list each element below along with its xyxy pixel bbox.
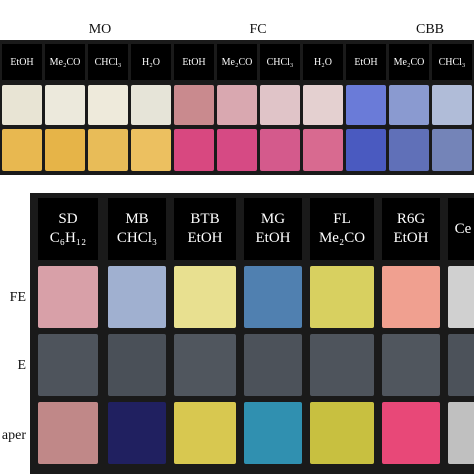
header-line: MB xyxy=(125,211,149,227)
column-header: CHCl₃ xyxy=(432,44,472,80)
swatch xyxy=(244,402,302,464)
swatch xyxy=(45,129,85,171)
column-header: Ce xyxy=(448,198,474,260)
swatch xyxy=(174,402,236,464)
column-header: Me₂CO xyxy=(389,44,429,80)
column-header: MG EtOH xyxy=(244,198,302,260)
column-header: Me₂CO xyxy=(45,44,85,80)
header-line: EtOH xyxy=(187,230,223,246)
swatch xyxy=(346,85,386,125)
swatch xyxy=(174,85,214,125)
swatch xyxy=(88,85,128,125)
group-label: MO xyxy=(88,22,112,37)
header-line: R6G xyxy=(396,211,426,227)
swatch xyxy=(260,129,300,171)
group-label: FC xyxy=(249,22,267,37)
group-label: CBB xyxy=(415,22,444,37)
column-header: BTB EtOH xyxy=(174,198,236,260)
header-line: SD xyxy=(58,211,78,227)
column-header: H₂O xyxy=(131,44,171,80)
swatch xyxy=(260,85,300,125)
column-header: FL Me₂CO xyxy=(310,198,374,260)
header-line: MG xyxy=(260,211,286,227)
swatch xyxy=(432,85,472,125)
swatch xyxy=(174,129,214,171)
header-line: EtOH xyxy=(255,230,291,246)
swatch xyxy=(108,266,166,328)
column-header: MB CHCl₃ xyxy=(108,198,166,260)
column-header: EtOH xyxy=(2,44,42,80)
swatch xyxy=(382,266,440,328)
swatch xyxy=(38,334,98,396)
swatch xyxy=(217,129,257,171)
swatch xyxy=(382,334,440,396)
column-header: EtOH xyxy=(174,44,214,80)
swatch xyxy=(382,402,440,464)
column-header: H₂O xyxy=(303,44,343,80)
swatch xyxy=(244,334,302,396)
swatch xyxy=(310,334,374,396)
swatch xyxy=(448,266,474,328)
header-line: Ce xyxy=(454,220,472,237)
swatch xyxy=(303,85,343,125)
column-header: CHCl₃ xyxy=(88,44,128,80)
swatch xyxy=(432,129,472,171)
swatch xyxy=(448,402,474,464)
swatch xyxy=(448,334,474,396)
swatch xyxy=(174,266,236,328)
column-header: Me₂CO xyxy=(217,44,257,80)
swatch xyxy=(38,266,98,328)
swatch xyxy=(310,402,374,464)
swatch xyxy=(389,129,429,171)
swatch xyxy=(108,334,166,396)
header-line: C₆H₁₂ xyxy=(49,230,87,246)
swatch xyxy=(2,85,42,125)
column-header: SD C₆H₁₂ xyxy=(38,198,98,260)
column-header: EtOH xyxy=(346,44,386,80)
header-line: BTB xyxy=(190,211,220,227)
swatch xyxy=(303,129,343,171)
swatch xyxy=(38,402,98,464)
row-label: E xyxy=(17,358,26,373)
swatch xyxy=(2,129,42,171)
swatch xyxy=(389,85,429,125)
swatch xyxy=(88,129,128,171)
swatch xyxy=(131,85,171,125)
column-header: R6G EtOH xyxy=(382,198,440,260)
column-header: CHCl₃ xyxy=(260,44,300,80)
swatch xyxy=(174,334,236,396)
swatch xyxy=(131,129,171,171)
swatch xyxy=(45,85,85,125)
header-line: Me₂CO xyxy=(318,230,366,246)
row-label: aper xyxy=(1,428,26,443)
swatch xyxy=(217,85,257,125)
swatch xyxy=(310,266,374,328)
swatch xyxy=(244,266,302,328)
header-line: CHCl₃ xyxy=(116,230,158,246)
swatch xyxy=(108,402,166,464)
row-label: FE xyxy=(9,290,26,305)
header-line: FL xyxy=(333,211,351,227)
header-line: EtOH xyxy=(393,230,429,246)
swatch xyxy=(346,129,386,171)
